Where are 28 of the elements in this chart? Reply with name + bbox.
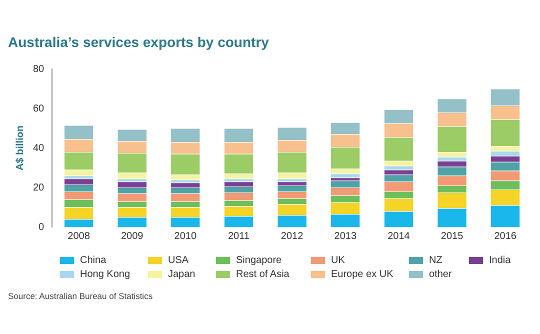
legend-label: Singapore <box>236 255 282 266</box>
x-tick-label: 2011 <box>228 230 250 242</box>
legend-label: other <box>429 269 452 280</box>
chart-title: Australia’s services exports by country <box>8 34 269 50</box>
legend-label: Japan <box>168 269 196 280</box>
y-tick-label: 60 <box>33 103 45 114</box>
legend-label: USA <box>168 255 189 266</box>
legend-label: UK <box>331 255 345 266</box>
legend-label: NZ <box>429 255 442 266</box>
x-tick-label: 2016 <box>494 230 517 242</box>
y-tick-label: 0 <box>38 222 45 233</box>
x-tick-label: 2015 <box>440 230 464 242</box>
x-tick-label: 2010 <box>174 230 197 242</box>
y-axis-title: A$ billion <box>14 126 26 170</box>
legend-label: Hong Kong <box>80 269 130 280</box>
source-note: Source: Australian Bureau of Statistics <box>8 291 153 301</box>
legend-label: China <box>80 255 106 266</box>
y-tick-label: 80 <box>33 64 45 75</box>
y-tick-label: 40 <box>33 142 45 154</box>
legend-label: India <box>489 255 511 266</box>
legend-label: Rest of Asia <box>236 269 290 280</box>
x-tick-label: 2008 <box>68 230 90 242</box>
x-tick-label: 2013 <box>334 230 357 242</box>
legend-label: Europe ex UK <box>331 269 394 280</box>
x-tick-label: 2014 <box>388 230 410 242</box>
x-tick-label: 2012 <box>280 230 304 242</box>
x-tick-label: 2009 <box>120 230 144 242</box>
y-tick-label: 20 <box>33 182 45 194</box>
